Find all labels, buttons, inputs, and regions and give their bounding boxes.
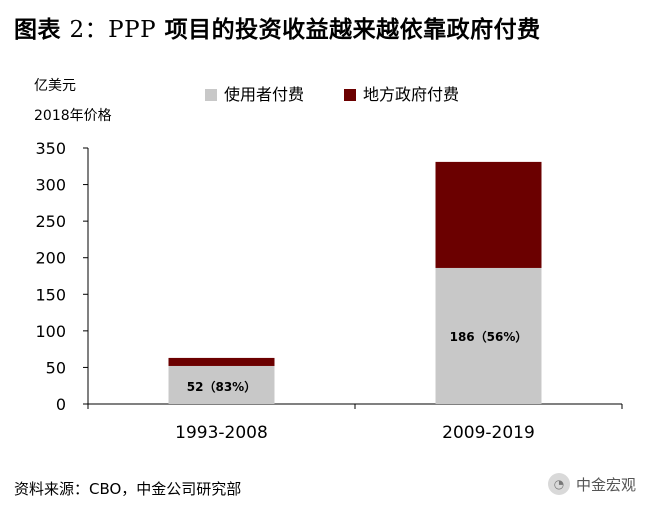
legend-label-gov: 地方政府付费 [363, 85, 459, 104]
data-label-1993-2008: 52（83%） [187, 379, 256, 394]
chart-title: 图表 2：PPP 项目的投资收益越来越依靠政府付费 [14, 10, 541, 44]
y-tick-label: 200 [35, 249, 66, 268]
data-label-2009-2019: 186（56%） [450, 329, 528, 344]
bar-gov-pay-1993-2008 [168, 357, 275, 366]
y-tick-label: 100 [35, 322, 66, 341]
bar-user-pay-2009-2019 [435, 267, 542, 404]
wechat-icon: ◔ [548, 473, 570, 495]
price-basis-label: 2018年价格 [34, 108, 112, 124]
source-note: 资料来源：CBO，中金公司研究部 [14, 480, 242, 498]
y-tick-label: 350 [35, 139, 66, 158]
title-number: 2：PPP [69, 17, 157, 43]
x-tick-label: 1993-2008 [175, 423, 268, 443]
stacked-bar-chart: 亿美元 2018年价格 使用者付费 地方政府付费 0 50 100 150 200 250 300 3… [34, 78, 623, 443]
y-unit-label: 亿美元 [34, 78, 76, 94]
bar-gov-pay-2009-2019 [435, 161, 542, 268]
y-tick-label: 250 [35, 212, 66, 231]
watermark: ◔ 中金宏观 [548, 473, 636, 495]
y-tick-label: 50 [46, 358, 66, 377]
x-tick-label: 2009-2019 [442, 423, 535, 443]
legend-label-user: 使用者付费 [224, 85, 304, 104]
legend-swatch-user [205, 89, 217, 101]
title-text: 项目的投资收益越来越依靠政府付费 [164, 17, 541, 43]
title-prefix: 图表 [14, 17, 61, 43]
y-tick-label: 150 [35, 285, 66, 304]
y-tick-label: 0 [56, 395, 66, 414]
bar-user-pay-1993-2008 [168, 365, 275, 404]
y-tick-label: 300 [35, 176, 66, 195]
watermark-text: 中金宏观 [576, 475, 637, 494]
legend-swatch-gov [344, 89, 356, 101]
